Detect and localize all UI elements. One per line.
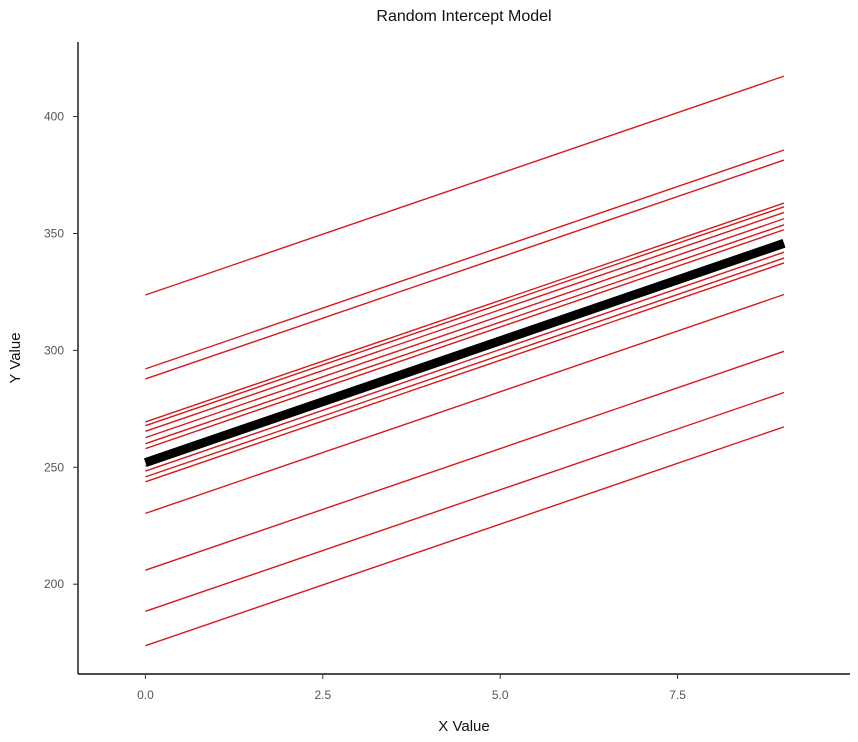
group-line-9 bbox=[145, 229, 785, 450]
y-tick-label: 300 bbox=[44, 343, 64, 357]
group-line-1 bbox=[145, 75, 785, 296]
x-axis-ticks: 0.0 2.5 5.0 7.5 bbox=[137, 674, 686, 702]
group-line-14 bbox=[145, 293, 785, 515]
y-axis-ticks: 200 250 300 350 400 bbox=[44, 110, 78, 591]
y-tick-label: 400 bbox=[44, 110, 64, 124]
group-line-3 bbox=[145, 159, 785, 380]
chart-title: Random Intercept Model bbox=[376, 8, 551, 25]
x-axis-label: X Value bbox=[438, 718, 489, 735]
group-line-17 bbox=[145, 426, 785, 647]
x-tick-label: 7.5 bbox=[669, 688, 686, 702]
y-tick-label: 250 bbox=[44, 460, 64, 474]
group-line-4 bbox=[145, 202, 785, 423]
group-line-8 bbox=[145, 224, 785, 445]
group-line-13 bbox=[145, 262, 785, 483]
fixed-effect-line bbox=[143, 239, 786, 467]
group-line-15 bbox=[145, 350, 785, 571]
plot-area bbox=[143, 75, 786, 647]
y-tick-label: 350 bbox=[44, 226, 64, 240]
group-line-12 bbox=[145, 257, 785, 478]
group-line-16 bbox=[145, 391, 785, 612]
x-tick-label: 5.0 bbox=[492, 688, 509, 702]
y-axis-label: Y Value bbox=[7, 332, 24, 383]
group-line-2 bbox=[145, 149, 785, 370]
x-tick-label: 0.0 bbox=[137, 688, 154, 702]
y-tick-label: 200 bbox=[44, 577, 64, 591]
group-line-11 bbox=[145, 251, 785, 472]
group-line-6 bbox=[145, 211, 785, 432]
x-tick-label: 2.5 bbox=[314, 688, 331, 702]
group-line-5 bbox=[145, 206, 785, 427]
group-line-7 bbox=[145, 218, 785, 439]
